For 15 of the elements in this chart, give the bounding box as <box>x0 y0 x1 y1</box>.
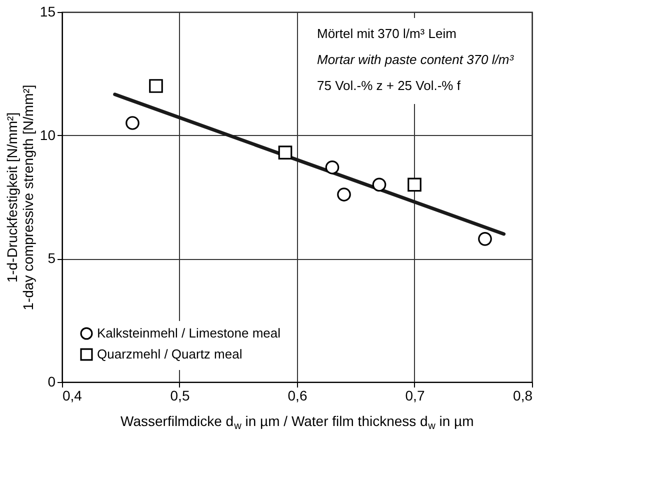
x-tick-label: 0,7 <box>405 388 425 404</box>
y-tick-label: 5 <box>48 250 56 266</box>
annotation: Mortar with paste content 370 l/m³ <box>317 52 514 67</box>
legend-label: Quarzmehl / Quartz meal <box>97 346 242 362</box>
x-tick-label: 0,5 <box>170 388 190 404</box>
y-tick-label: 15 <box>40 4 56 20</box>
y-tick-label: 0 <box>48 374 56 390</box>
x-tick-label: 0,4 <box>62 388 82 404</box>
annotation: Mörtel mit 370 l/m³ Leim <box>317 26 456 41</box>
y-axis-title: 1-d-Druckfestigkeit [N/mm²] 1-day compressive strength [N/mm²] <box>4 84 36 310</box>
x-tick-label: 0,6 <box>288 388 308 404</box>
legend-label: Kalksteinmehl / Limestone meal <box>97 326 281 340</box>
annotation: 75 Vol.-% z + 25 Vol.-% f <box>317 78 461 93</box>
x-tick-label: 0,8 <box>513 388 533 404</box>
y-tick-label: 10 <box>40 126 56 143</box>
